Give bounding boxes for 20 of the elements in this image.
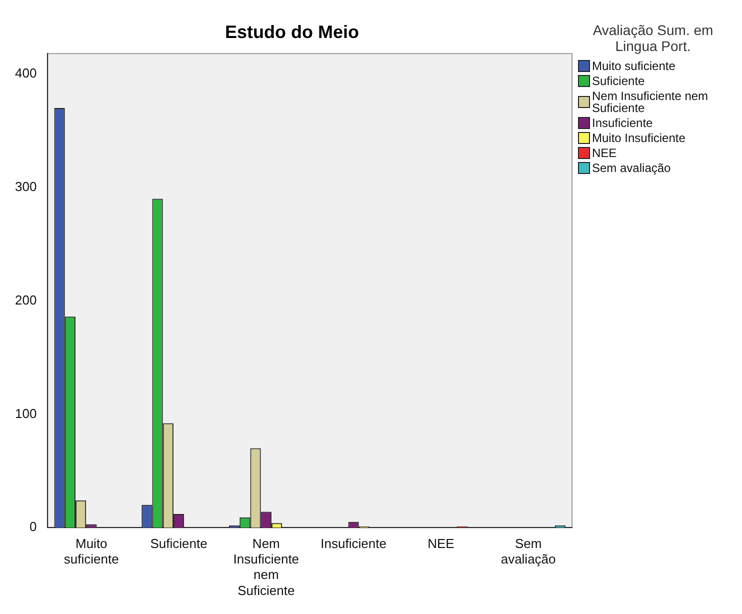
chart-title: Estudo do Meio <box>225 22 359 42</box>
legend-label: Muito suficiente <box>592 59 676 73</box>
y-tick-label: 100 <box>14 406 37 421</box>
y-tick-label: 0 <box>29 519 37 534</box>
x-tick-label: NEE <box>428 536 455 551</box>
legend-label: Insuficiente <box>592 116 653 130</box>
x-tick-label: Suficiente <box>150 536 208 551</box>
legend-title: Avaliação Sum. em Lingua Port. <box>592 22 714 54</box>
legend-label: Nem Insuficiente nem Suficiente <box>592 89 710 115</box>
x-tick-label: Nem Insuficiente nem Suficiente <box>233 536 300 598</box>
legend-label: Sem avaliação <box>592 161 671 175</box>
x-tick-label: Sem avaliação <box>500 536 556 567</box>
x-tick-label: Insuficiente <box>320 536 386 551</box>
legend-label: NEE <box>592 146 617 160</box>
y-tick-label: 400 <box>14 66 37 81</box>
legend-label: Muito Insuficiente <box>592 131 686 145</box>
legend-label: Suficiente <box>592 74 645 88</box>
y-tick-label: 200 <box>14 292 37 308</box>
y-tick-label: 300 <box>14 178 37 194</box>
x-tick-label: Muito suficiente <box>64 536 119 567</box>
